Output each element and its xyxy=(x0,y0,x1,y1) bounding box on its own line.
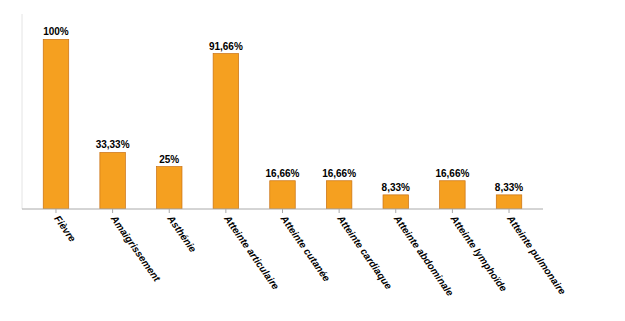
data-label: 8,33% xyxy=(495,182,523,193)
x-tick xyxy=(55,209,56,213)
x-tick xyxy=(282,209,283,213)
chart-svg: 100% 33,33% 25% 91,66% 16,66% 16,66% 8,33% 16,6… xyxy=(0,0,625,321)
data-label: 16,66% xyxy=(322,168,356,179)
x-tick-label: Atteinte cardiaque xyxy=(335,213,395,292)
data-label: 8,33% xyxy=(382,182,410,193)
x-tick-label: Atteinte articulaire xyxy=(221,213,281,292)
data-label: 16,66% xyxy=(266,168,300,179)
bar xyxy=(43,39,68,209)
bar xyxy=(326,181,351,209)
x-tick xyxy=(339,209,340,213)
data-label: 91,66% xyxy=(209,41,243,52)
bar xyxy=(270,181,295,209)
y-axis-line xyxy=(22,14,23,209)
bar xyxy=(156,167,181,209)
bar xyxy=(496,195,521,209)
chart-container: 100% 33,33% 25% 91,66% 16,66% 16,66% 8,33% 16,6… xyxy=(0,0,625,321)
data-label: 16,66% xyxy=(435,168,469,179)
x-axis: Fièvre AmaigrissementAsthénie Atteinte art… xyxy=(22,209,568,298)
x-tick-label: Asthénie xyxy=(165,213,199,255)
x-tick-label: Fièvre xyxy=(52,213,78,244)
data-label: 33,33% xyxy=(96,139,130,150)
x-tick xyxy=(509,209,510,213)
bar xyxy=(100,152,125,209)
bar xyxy=(383,195,408,209)
x-tick-label: Atteinte abdominale xyxy=(391,213,456,299)
data-label: 25% xyxy=(159,154,179,165)
x-tick xyxy=(169,209,170,213)
x-tick-label: Atteinte lymphoïde xyxy=(448,213,509,294)
bar xyxy=(440,181,465,209)
x-tick xyxy=(395,209,396,213)
data-label: 100% xyxy=(43,26,69,37)
x-tick-label: Atteinte pulmonaire xyxy=(505,213,569,297)
x-tick-label: Amaigrissement xyxy=(108,213,163,284)
x-tick-label: Atteinte cutanée xyxy=(278,213,332,284)
data-labels: 100% 33,33% 25% 91,66% 16,66% 16,66% 8,33% 16,6… xyxy=(43,26,523,192)
x-tick xyxy=(112,209,113,213)
x-tick xyxy=(452,209,453,213)
x-tick xyxy=(225,209,226,213)
bars xyxy=(43,39,522,209)
bar xyxy=(213,54,238,209)
